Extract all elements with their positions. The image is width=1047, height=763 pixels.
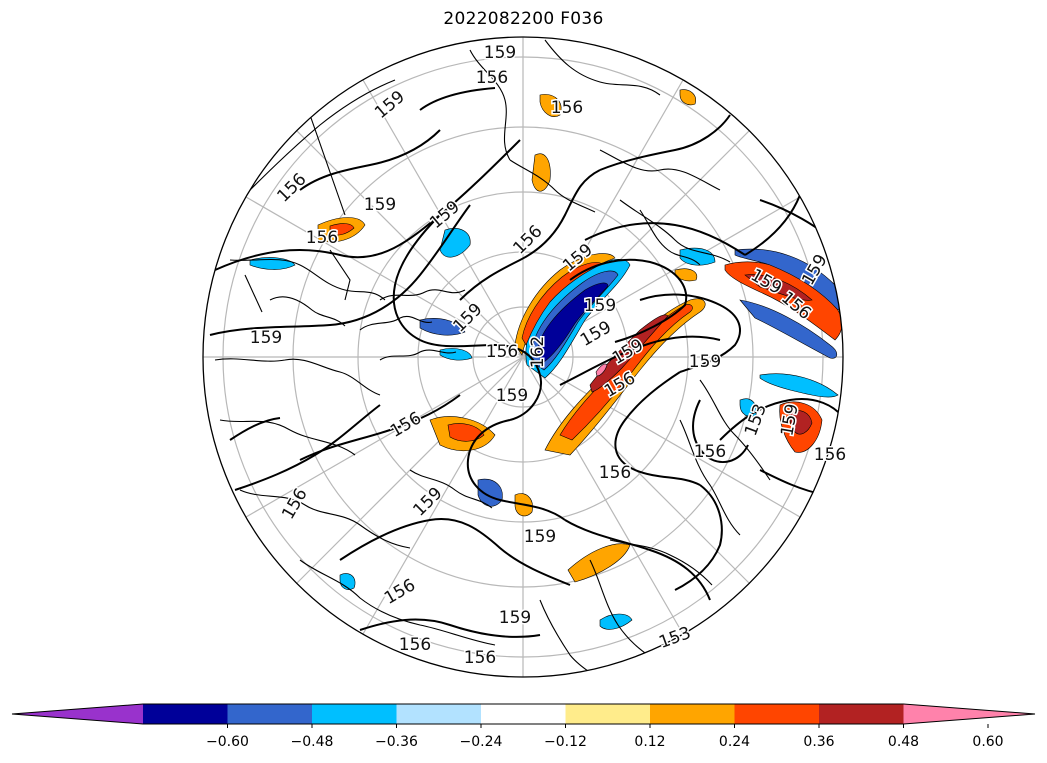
colorbar-tick-label: −0.48: [290, 734, 334, 750]
colorbar-tick-label: −0.12: [544, 734, 587, 750]
colorbar-tick-label: −0.36: [375, 734, 418, 750]
south-orange-blob-inner: [447, 423, 485, 442]
shaded-field: [229, 89, 843, 630]
colorbar: [11, 703, 1036, 728]
north-orange-blob: [531, 153, 551, 192]
colorbar-extend-low: [12, 704, 143, 724]
west-orange-blob-inner: [329, 223, 355, 236]
colorbar-segment: [734, 704, 820, 724]
colorbar-segment: [312, 704, 397, 724]
contour-label: 156: [814, 445, 846, 465]
contour-label: 159: [484, 43, 516, 63]
east-light-blob: [679, 247, 716, 266]
colorbar-tick-label: 0.48: [887, 734, 920, 750]
contour-label: 156: [486, 342, 518, 362]
northeast-orange-blob: [679, 89, 696, 106]
colorbar-segment: [650, 704, 735, 724]
map-boundary: [202, 36, 844, 678]
contour-label: 156: [399, 635, 431, 655]
east-negative-band-3: [759, 373, 839, 398]
east-negative-band-2: [739, 299, 838, 359]
east-positive-blob-inner: [789, 410, 813, 435]
colorbar-tick-label: −0.24: [459, 734, 503, 750]
colorbar-segment: [481, 704, 566, 724]
colorbar-tick-label: 0.12: [634, 734, 666, 750]
contour-label: 162: [528, 336, 548, 368]
contour-label: 159: [496, 386, 528, 406]
positive-peak: [595, 363, 608, 377]
contour-label: 156: [476, 68, 508, 88]
north-orange-blob-2: [539, 94, 562, 117]
colorbar-segment: [396, 704, 482, 724]
colorbar-tick-label: 0.24: [718, 734, 751, 750]
contour-label: 159: [364, 195, 396, 215]
contour-label: 159: [689, 352, 721, 372]
colorbar-segment: [819, 704, 904, 724]
colorbar-extend-high: [903, 704, 1035, 724]
contour-label: 156: [464, 648, 496, 668]
east-positive-inner: [744, 274, 813, 301]
contours: [209, 87, 843, 638]
southeast-blue-blob: [739, 398, 757, 417]
colorbar-tick-label: −0.60: [206, 734, 249, 750]
west-blue-blob-3: [229, 528, 247, 540]
colorbar-tick-label: 0.60: [972, 734, 1004, 750]
contour-label: 159: [499, 608, 531, 628]
colorbar-segment: [565, 704, 651, 724]
negative-core-inner: [537, 282, 609, 363]
contour-label: 159: [524, 527, 556, 547]
contour-label: 156: [694, 442, 726, 462]
contour-label: 156: [306, 228, 338, 248]
coastlines: [214, 39, 771, 677]
contour-label: 159: [584, 296, 616, 316]
colorbar-outline: [11, 703, 1036, 725]
contour-label: 156: [599, 463, 631, 483]
colorbar-segment: [227, 704, 313, 724]
contour-label: 156: [551, 98, 583, 118]
west-blue-blob-2: [439, 348, 473, 361]
colorbar-tick-label: 0.36: [803, 734, 835, 750]
colorbar-segment: [143, 704, 228, 724]
contour-label: 159: [250, 328, 282, 348]
positive-band-se-inner: [589, 314, 669, 393]
southeast-orange-strip: [567, 543, 631, 583]
chart-title: 2022082200 F036: [443, 9, 604, 29]
